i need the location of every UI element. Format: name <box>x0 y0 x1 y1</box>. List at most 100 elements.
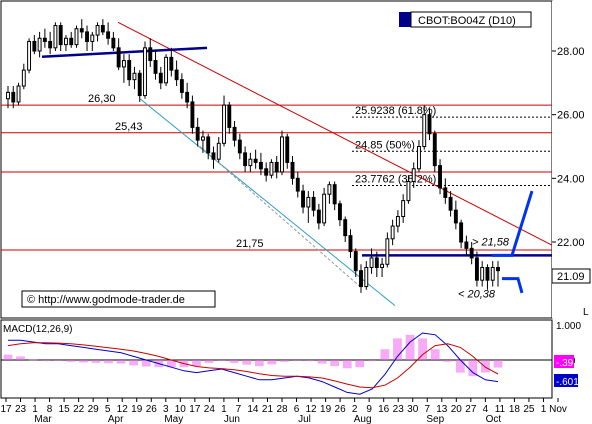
x-month-label: Apr <box>108 414 124 424</box>
macd-histogram-bar <box>405 334 415 360</box>
x-tick-label: 8 <box>47 404 53 415</box>
macd-histogram-bar <box>204 360 214 363</box>
candle-body <box>143 47 147 97</box>
candle-body <box>337 203 342 221</box>
macd-histogram-bar <box>141 360 151 367</box>
macd-histogram-bar <box>305 360 314 362</box>
macd-histogram-bar <box>493 360 503 368</box>
macd-histogram-bar <box>16 356 25 360</box>
x-tick-label: 25 <box>523 404 535 415</box>
price-tick-label: 28.00 <box>557 46 585 58</box>
fib-level-label: 25.9238 (61.8%) <box>355 105 436 117</box>
candle-body <box>348 235 353 253</box>
candle-body <box>243 152 248 167</box>
candle-body <box>496 266 500 272</box>
x-tick-label: 7 <box>236 404 242 415</box>
candle-body <box>16 85 21 103</box>
candle-body <box>485 266 490 281</box>
candle-body <box>79 28 84 33</box>
x-tick-label: 12 <box>117 404 129 415</box>
candle-body <box>216 142 221 160</box>
candle-body <box>211 152 216 160</box>
candle-body <box>227 104 232 128</box>
bearish-projection-path <box>502 277 524 294</box>
price-panel: 26,30 25,43 21,75 25.9238 (61.8%) 24.85 (50%… <box>0 0 553 319</box>
candle-body <box>153 60 158 74</box>
candle-body <box>380 263 385 268</box>
x-tick-label: Nov <box>549 404 567 415</box>
macd-histogram-bar <box>367 360 377 362</box>
macd-histogram-bar <box>393 338 402 360</box>
macd-histogram-bar <box>292 360 302 361</box>
macd-histogram-bar <box>41 360 51 362</box>
macd-signal-line <box>7 342 499 389</box>
x-tick-label: 4 <box>483 404 489 415</box>
candle-body <box>237 139 242 154</box>
candle-body <box>422 114 427 147</box>
candle-body <box>53 25 58 49</box>
macd-histogram-bar <box>418 338 428 360</box>
candle-body <box>343 219 348 237</box>
time-axis: 17 23 1 8 15 22 29 5 12 19 26 3 10 17 24 1 7 14 21 28 6 12 19 2… <box>0 398 567 424</box>
candle-body <box>179 79 184 93</box>
x-tick-label: 5 <box>105 404 111 415</box>
x-tick-label: 7 <box>424 404 430 415</box>
candle-body <box>464 241 469 249</box>
candle-body <box>164 56 169 84</box>
candle-body <box>190 101 195 128</box>
macd-histogram-bar <box>254 360 264 367</box>
macd-histogram-bar <box>116 360 126 364</box>
candle-body <box>269 161 274 176</box>
candle-body <box>448 196 453 211</box>
candle-body <box>353 251 358 272</box>
x-tick-label: 11 <box>495 404 506 415</box>
horizontal-level-label: 25,43 <box>115 121 143 133</box>
macd-histogram-bar <box>342 360 352 369</box>
x-tick-label: 19 <box>131 404 143 415</box>
candle-body <box>27 40 32 71</box>
x-month-label: Jun <box>224 414 240 424</box>
candle-body <box>395 216 400 227</box>
macd-signal-badge <box>554 355 574 368</box>
x-tick-label: 27 <box>465 404 477 415</box>
macd-histogram-bar <box>192 360 201 367</box>
price-axis: 28.00 26.00 24.00 22.00 21.09 L <box>551 1 591 318</box>
candle-body <box>332 184 337 205</box>
macd-value: -.601 <box>556 377 579 388</box>
candle-body <box>132 72 137 81</box>
macd-histogram-bar <box>91 360 101 363</box>
macd-histogram-bar <box>66 360 76 362</box>
price-tick-label: 22.00 <box>557 237 585 249</box>
candle-body <box>174 69 179 81</box>
x-tick-label: 30 <box>407 404 419 415</box>
x-tick-label: 19 <box>320 404 332 415</box>
x-tick-label: 6 <box>294 404 300 415</box>
candle-body <box>427 114 432 135</box>
macd-value-badge <box>554 374 578 387</box>
x-tick-label: 20 <box>451 404 463 415</box>
macd-histogram-bar <box>53 360 63 361</box>
descending-channel-trendline <box>139 98 396 307</box>
candle-body <box>438 165 442 189</box>
macd-histogram-bar <box>104 360 113 364</box>
candle-body <box>106 31 111 39</box>
candle-body <box>406 181 411 202</box>
last-price-badge <box>551 268 591 284</box>
x-tick-label: 9 <box>366 404 372 415</box>
candle-body <box>453 209 458 224</box>
candle-body <box>311 196 316 211</box>
candle-body <box>369 257 374 268</box>
horizontal-level-label: 21,75 <box>236 238 264 250</box>
candle-body <box>185 91 190 103</box>
candle-body <box>127 60 132 81</box>
candle-body <box>137 72 142 97</box>
macd-histogram-bar <box>317 360 327 364</box>
dashed-helper-line <box>199 146 361 287</box>
candle-body <box>58 25 63 46</box>
x-tick-label: 14 <box>247 404 259 415</box>
watermark-box: © http://www.godmode-trader.de <box>21 290 216 308</box>
candle-body <box>11 91 16 103</box>
candle-body <box>364 266 369 288</box>
macd-signal-value: -.39 <box>556 358 574 369</box>
x-tick-label: 17 <box>0 404 12 415</box>
